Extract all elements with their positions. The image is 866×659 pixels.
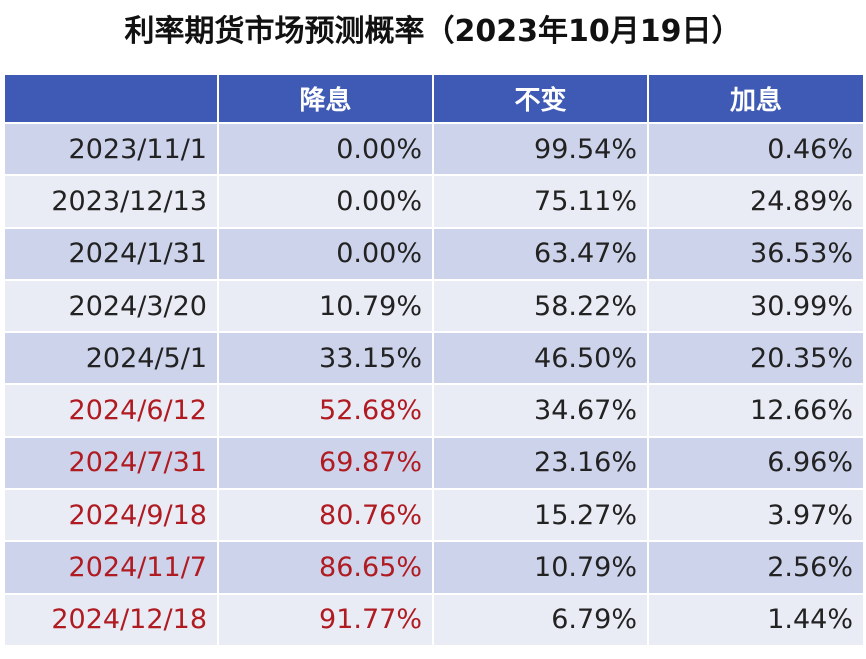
cell-cut: 91.77% <box>217 592 434 647</box>
cell-cut: 69.87% <box>217 435 434 491</box>
table-row: 2024/9/18 80.76% 15.27% 3.97% <box>3 488 865 543</box>
cell-date: 2024/3/20 <box>3 278 219 334</box>
cell-hike: 2.56% <box>647 540 865 595</box>
table-row: 2024/7/31 69.87% 23.16% 6.96% <box>3 435 865 491</box>
cell-hold: 99.54% <box>432 121 649 177</box>
cell-hike: 6.96% <box>647 435 865 491</box>
cell-hike: 30.99% <box>647 278 865 334</box>
header-hold: 不变 <box>432 73 649 124</box>
header-cut: 降息 <box>217 73 434 124</box>
cell-hike: 0.46% <box>647 121 865 177</box>
cell-date: 2024/7/31 <box>3 435 219 491</box>
table-row: 2024/1/31 0.00% 63.47% 36.53% <box>3 226 865 281</box>
cell-hike: 20.35% <box>647 331 865 386</box>
cell-cut: 33.15% <box>217 331 434 386</box>
table-row: 2024/12/18 91.77% 6.79% 1.44% <box>3 592 865 647</box>
cell-date: 2024/5/1 <box>3 331 219 386</box>
cell-hold: 58.22% <box>432 278 649 334</box>
cell-date: 2024/11/7 <box>3 540 219 595</box>
table-header-row: 降息 不变 加息 <box>3 73 865 124</box>
header-date <box>3 73 219 124</box>
cell-hike: 36.53% <box>647 226 865 281</box>
cell-date: 2023/12/13 <box>3 174 219 229</box>
cell-date: 2024/1/31 <box>3 226 219 281</box>
table-row: 2023/11/1 0.00% 99.54% 0.46% <box>3 121 865 177</box>
cell-cut: 0.00% <box>217 174 434 229</box>
cell-cut: 0.00% <box>217 121 434 177</box>
cell-hold: 6.79% <box>432 592 649 647</box>
table-row: 2024/5/1 33.15% 46.50% 20.35% <box>3 331 865 386</box>
cell-cut: 80.76% <box>217 488 434 543</box>
cell-hold: 10.79% <box>432 540 649 595</box>
cell-cut: 86.65% <box>217 540 434 595</box>
header-hike: 加息 <box>647 73 865 124</box>
table-row: 2024/6/12 52.68% 34.67% 12.66% <box>3 383 865 438</box>
cell-date: 2024/6/12 <box>3 383 219 438</box>
cell-hold: 34.67% <box>432 383 649 438</box>
cell-hold: 23.16% <box>432 435 649 491</box>
cell-date: 2024/9/18 <box>3 488 219 543</box>
cell-hold: 15.27% <box>432 488 649 543</box>
page-title: 利率期货市场预测概率（2023年10月19日） <box>124 14 742 49</box>
cell-hike: 12.66% <box>647 383 865 438</box>
cell-hike: 24.89% <box>647 174 865 229</box>
cell-hike: 3.97% <box>647 488 865 543</box>
cell-cut: 0.00% <box>217 226 434 281</box>
cell-cut: 10.79% <box>217 278 434 334</box>
cell-date: 2024/12/18 <box>3 592 219 647</box>
table-row: 2023/12/13 0.00% 75.11% 24.89% <box>3 174 865 229</box>
cell-hike: 1.44% <box>647 592 865 647</box>
cell-hold: 63.47% <box>432 226 649 281</box>
cell-hold: 75.11% <box>432 174 649 229</box>
probability-table: 降息 不变 加息 2023/11/1 0.00% 99.54% 0.46% 2023/1… <box>3 73 865 647</box>
cell-hold: 46.50% <box>432 331 649 386</box>
table-body: 2023/11/1 0.00% 99.54% 0.46% 2023/12/13 0.00%… <box>3 121 865 647</box>
table-row: 2024/3/20 10.79% 58.22% 30.99% <box>3 278 865 334</box>
cell-cut: 52.68% <box>217 383 434 438</box>
cell-date: 2023/11/1 <box>3 121 219 177</box>
table-row: 2024/11/7 86.65% 10.79% 2.56% <box>3 540 865 595</box>
